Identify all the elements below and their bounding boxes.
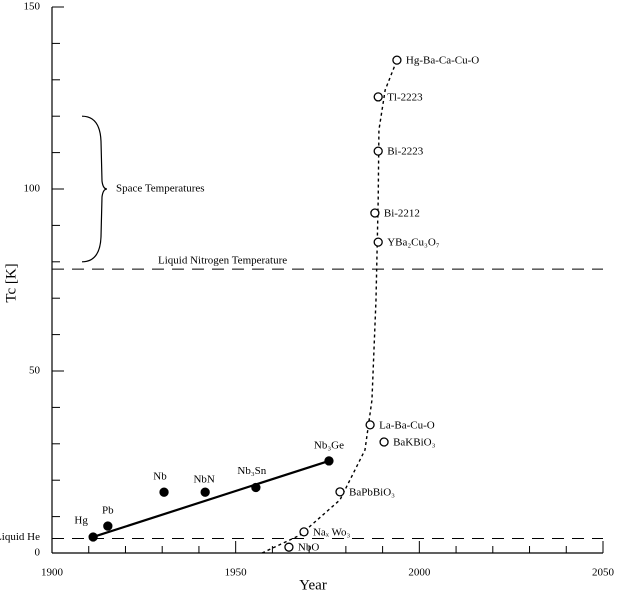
point-label: BaPbBiO₃ [349,486,395,498]
point-label: Hg [74,515,88,527]
point-label: Nb [153,471,167,483]
data-point [392,55,402,65]
reference-label: Liquid He [0,531,40,543]
point-label: NbN [193,474,214,486]
data-point [379,437,389,447]
y-tick-label: 50 [29,365,41,377]
point-label: Hg-Ba-Ca-Cu-O [406,55,479,67]
trend-curve [261,59,398,554]
data-point [324,456,334,466]
point-label: La-Ba-Cu-O [379,419,435,431]
data-point [373,146,383,156]
x-tick-label: 2050 [592,567,615,579]
x-tick-label: 1950 [225,567,248,579]
data-point [373,237,383,247]
point-label: BaKBiO₃ [393,437,436,449]
point-label: Naₓ Wo₃ [313,526,351,538]
data-point [373,92,383,102]
point-label: Bi-2223 [387,146,424,158]
data-point [103,521,113,531]
data-point [335,487,345,497]
data-point [88,532,98,542]
y-tick-label: 100 [24,183,41,195]
x-axis-label: Year [299,577,327,593]
data-point [299,527,309,537]
data-point [251,482,261,493]
y-tick-label: 150 [24,1,41,13]
point-label: YBa₂Cu₃O₇ [387,237,440,249]
point-label: Bi-2212 [384,208,420,220]
point-label: Nb₃Sn [237,465,266,477]
y-axis-label: Tc [K] [3,263,19,302]
data-point [159,487,169,497]
point-label: NbO [298,542,319,554]
point-label: Tl-2223 [387,91,423,103]
bracket [81,115,108,263]
x-tick-label: 1900 [41,567,64,579]
data-point [200,487,210,497]
data-point [284,542,294,552]
reference-label: Liquid Nitrogen Temperature [158,255,287,267]
bracket-label: Space Temperatures [116,183,205,195]
data-point [365,420,375,430]
x-tick-label: 2000 [408,567,431,579]
point-label: Nb₃Ge [314,439,344,451]
y-tick-label: 0 [35,547,41,559]
data-point [370,208,380,218]
point-label: Pb [102,505,114,517]
trend-line [92,459,330,539]
